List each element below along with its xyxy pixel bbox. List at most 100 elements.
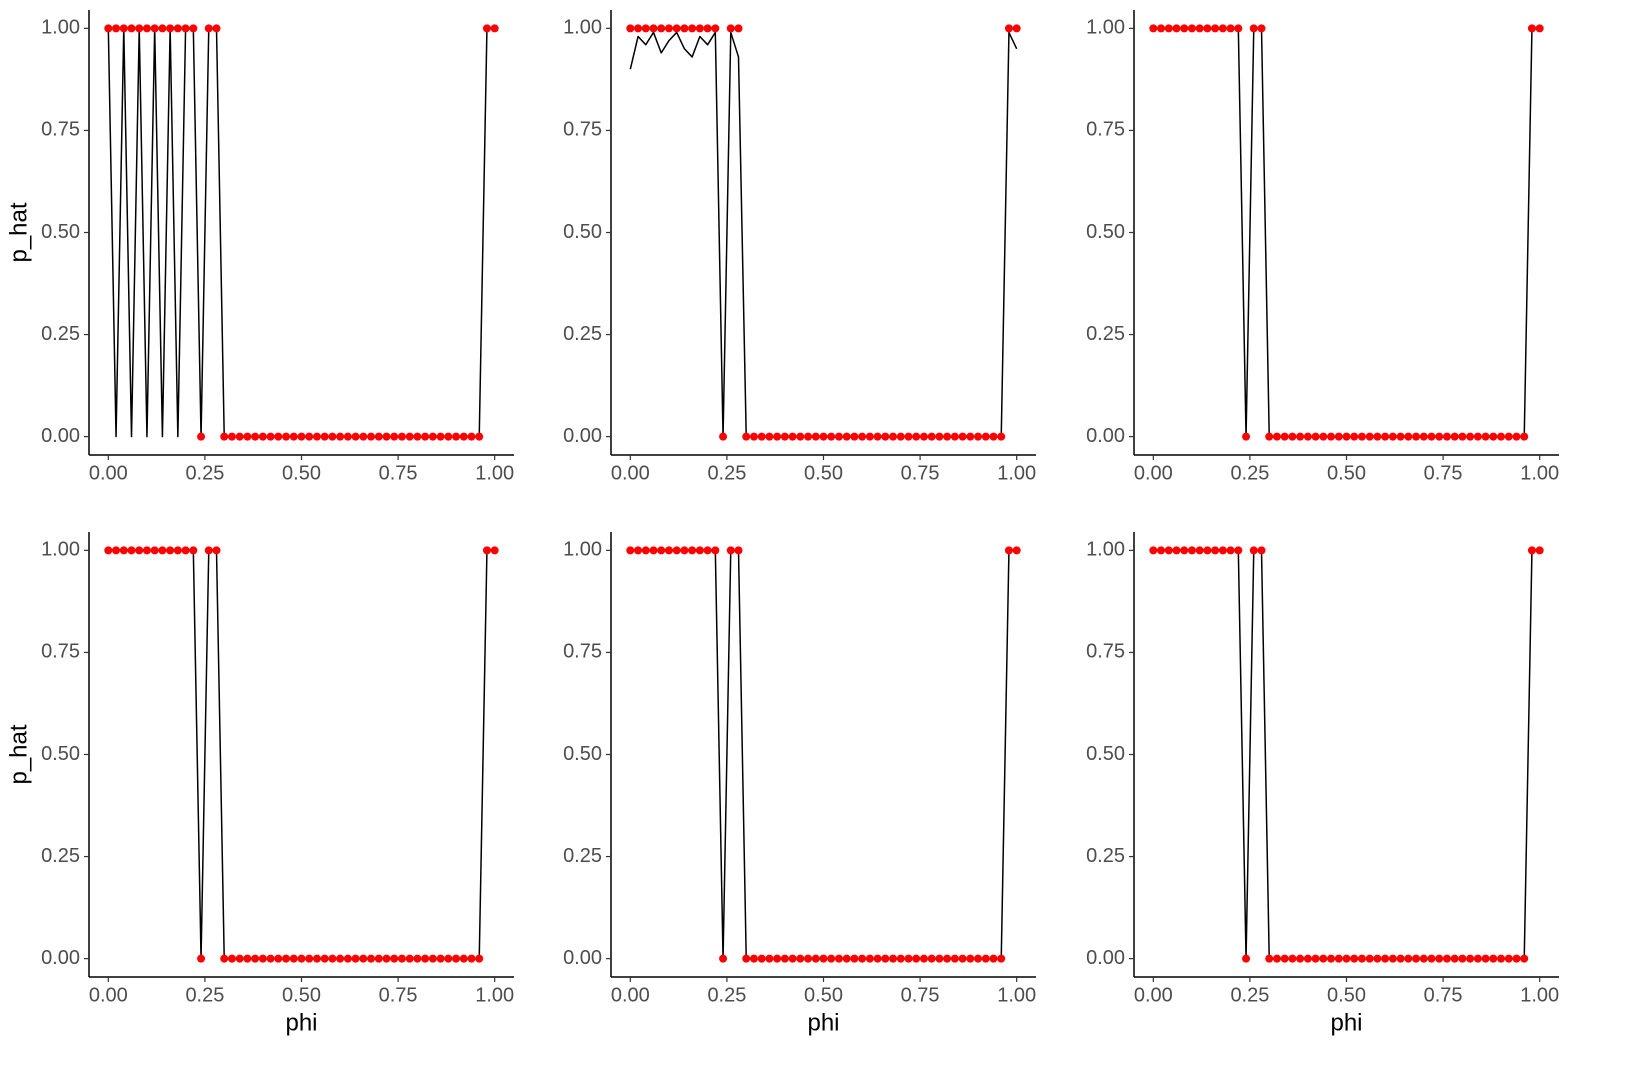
data-point (896, 432, 905, 441)
data-point (1242, 432, 1251, 441)
data-point (989, 432, 998, 441)
data-point (634, 24, 643, 33)
data-point (997, 432, 1006, 441)
data-point (142, 24, 151, 33)
x-tick-label: 0.75 (379, 462, 418, 484)
data-point (1303, 432, 1312, 441)
data-point (742, 954, 751, 963)
y-tick-label: 1.00 (563, 17, 602, 39)
data-point (235, 432, 244, 441)
data-point (1497, 954, 1506, 963)
data-point (904, 432, 913, 441)
data-point (351, 432, 360, 441)
data-point (119, 546, 128, 555)
data-point (804, 432, 813, 441)
data-point (757, 954, 766, 963)
data-point (1311, 432, 1320, 441)
data-point (657, 24, 666, 33)
y-tick-label: 0.50 (1086, 221, 1125, 243)
data-point (1350, 954, 1359, 963)
x-tick-label: 0.50 (804, 462, 843, 484)
x-tick-label: 0.00 (611, 462, 650, 484)
data-point (166, 546, 175, 555)
data-point (1319, 954, 1328, 963)
data-point (958, 432, 967, 441)
x-tick-label: 0.25 (1230, 462, 1269, 484)
data-point (672, 546, 681, 555)
data-point (374, 954, 383, 963)
data-point (1535, 24, 1544, 33)
data-point (320, 432, 329, 441)
data-point (258, 954, 267, 963)
data-point (289, 432, 298, 441)
data-point (150, 24, 159, 33)
y-tick-label: 1.00 (1086, 17, 1125, 39)
data-point (1012, 546, 1021, 555)
data-point (796, 432, 805, 441)
x-tick-label: 0.00 (89, 984, 128, 1006)
data-point (1419, 954, 1428, 963)
data-point (773, 432, 782, 441)
data-point (1404, 954, 1413, 963)
x-tick-label: 0.75 (1424, 462, 1463, 484)
data-point (719, 432, 728, 441)
data-point (413, 432, 422, 441)
data-point (981, 432, 990, 441)
x-tick-label: 0.50 (1327, 462, 1366, 484)
data-point (974, 432, 983, 441)
data-point (711, 546, 720, 555)
data-point (459, 432, 468, 441)
data-point (1180, 546, 1189, 555)
data-point (1280, 954, 1289, 963)
data-point (842, 432, 851, 441)
data-point (711, 24, 720, 33)
y-tick-label: 0.00 (1086, 425, 1125, 447)
y-axis-title: p_hat (5, 724, 32, 784)
x-tick-label: 0.00 (1134, 462, 1173, 484)
data-point (374, 432, 383, 441)
data-point (212, 546, 221, 555)
data-point (127, 24, 136, 33)
data-point (475, 954, 484, 963)
data-point (966, 432, 975, 441)
data-point (989, 954, 998, 963)
data-point (1296, 954, 1305, 963)
panel: 0.00 0.25 0.50 0.75 1.00 0.00 0.25 0.50 0.75 1.00 (563, 10, 1036, 484)
data-point (135, 546, 144, 555)
x-tick-label: 0.50 (282, 984, 321, 1006)
data-point (1450, 432, 1459, 441)
data-point (997, 954, 1006, 963)
data-point (819, 954, 828, 963)
y-tick-label: 1.00 (41, 539, 80, 561)
data-point (1234, 546, 1243, 555)
data-point (749, 432, 758, 441)
data-point (1004, 24, 1013, 33)
data-point (274, 954, 283, 963)
data-point (282, 954, 291, 963)
data-point (757, 432, 766, 441)
data-point (328, 954, 337, 963)
x-tick-label: 1.00 (1520, 462, 1559, 484)
data-point (850, 432, 859, 441)
data-point (919, 432, 928, 441)
data-point (858, 954, 867, 963)
data-point (765, 954, 774, 963)
data-point (1303, 954, 1312, 963)
data-point (444, 954, 453, 963)
data-point (1211, 546, 1220, 555)
panel: 0.00 0.25 0.50 0.75 1.00 0.00 0.25 0.50 0.75 1.00… (5, 532, 514, 1036)
data-point (158, 546, 167, 555)
data-point (1334, 954, 1343, 963)
data-point (966, 954, 975, 963)
data-point (1288, 432, 1297, 441)
data-point (1381, 432, 1390, 441)
data-point (1396, 432, 1405, 441)
data-point (428, 432, 437, 441)
data-point (1195, 546, 1204, 555)
data-point (1520, 432, 1529, 441)
data-point (680, 546, 689, 555)
x-tick-label: 0.75 (901, 984, 940, 1006)
data-point (1242, 954, 1251, 963)
data-point (1466, 432, 1475, 441)
y-tick-label: 0.25 (563, 845, 602, 867)
